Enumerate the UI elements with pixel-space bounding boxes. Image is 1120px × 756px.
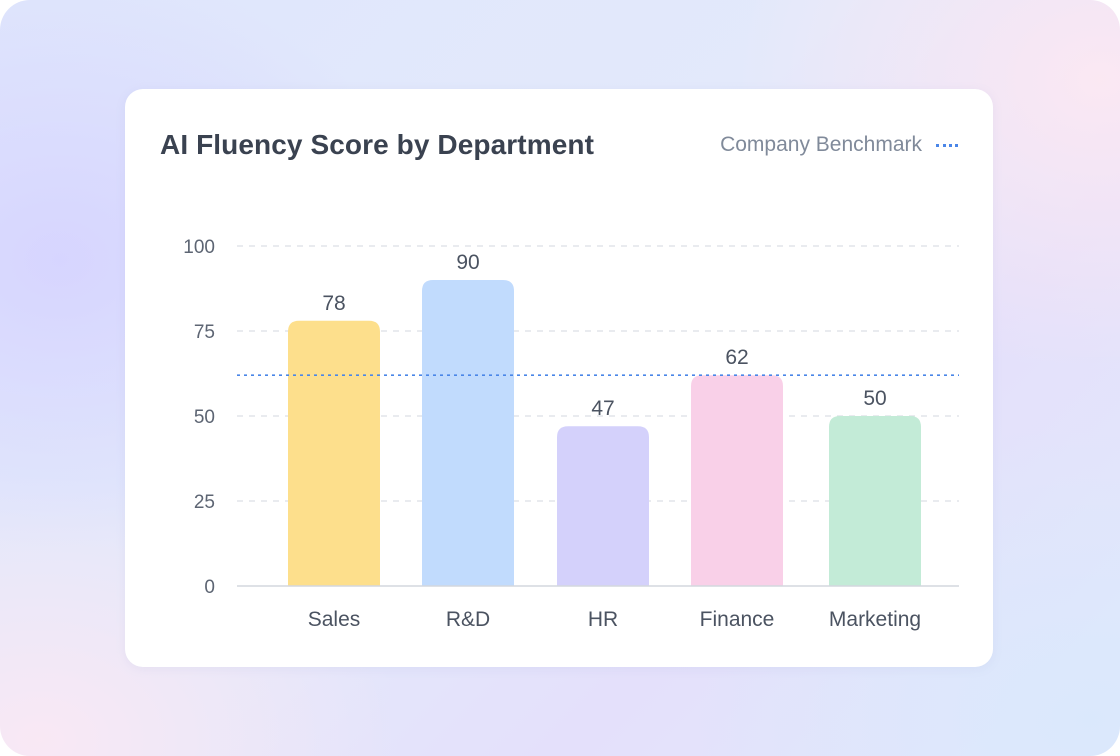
- y-tick-label-0: 0: [204, 577, 215, 598]
- chart-title: AI Fluency Score by Department: [160, 129, 595, 160]
- value-label-hr: 47: [591, 397, 614, 420]
- value-label-marketing: 50: [863, 387, 886, 410]
- chart-card: AI Fluency Score by Department Company B…: [125, 89, 993, 667]
- bar-marketing: [829, 416, 921, 586]
- bar-hr: [557, 426, 649, 586]
- y-tick-label-50: 50: [194, 407, 215, 428]
- x-tick-label-marketing: Marketing: [829, 608, 921, 631]
- bar-sales: [288, 320, 380, 586]
- bar-r-d: [422, 280, 514, 586]
- x-tick-label-finance: Finance: [700, 608, 775, 631]
- x-tick-label-hr: HR: [588, 608, 618, 631]
- bar-chart: 0 25 50 75 100 78 Sales 90 R&D 47 HR 62 Finance 50 Mar…: [183, 237, 959, 631]
- y-tick-label-25: 25: [194, 492, 215, 513]
- legend-label-benchmark: Company Benchmark: [720, 133, 922, 156]
- y-tick-label-100: 100: [183, 237, 215, 258]
- legend: Company Benchmark: [720, 133, 958, 157]
- legend-swatch-benchmark: [936, 143, 958, 147]
- x-tick-label-r-d: R&D: [446, 608, 490, 631]
- value-label-finance: 62: [725, 346, 748, 369]
- bar-finance: [691, 375, 783, 586]
- value-label-r-d: 90: [456, 251, 479, 274]
- y-tick-label-75: 75: [194, 322, 215, 343]
- value-label-sales: 78: [322, 292, 345, 315]
- x-tick-label-sales: Sales: [308, 608, 361, 631]
